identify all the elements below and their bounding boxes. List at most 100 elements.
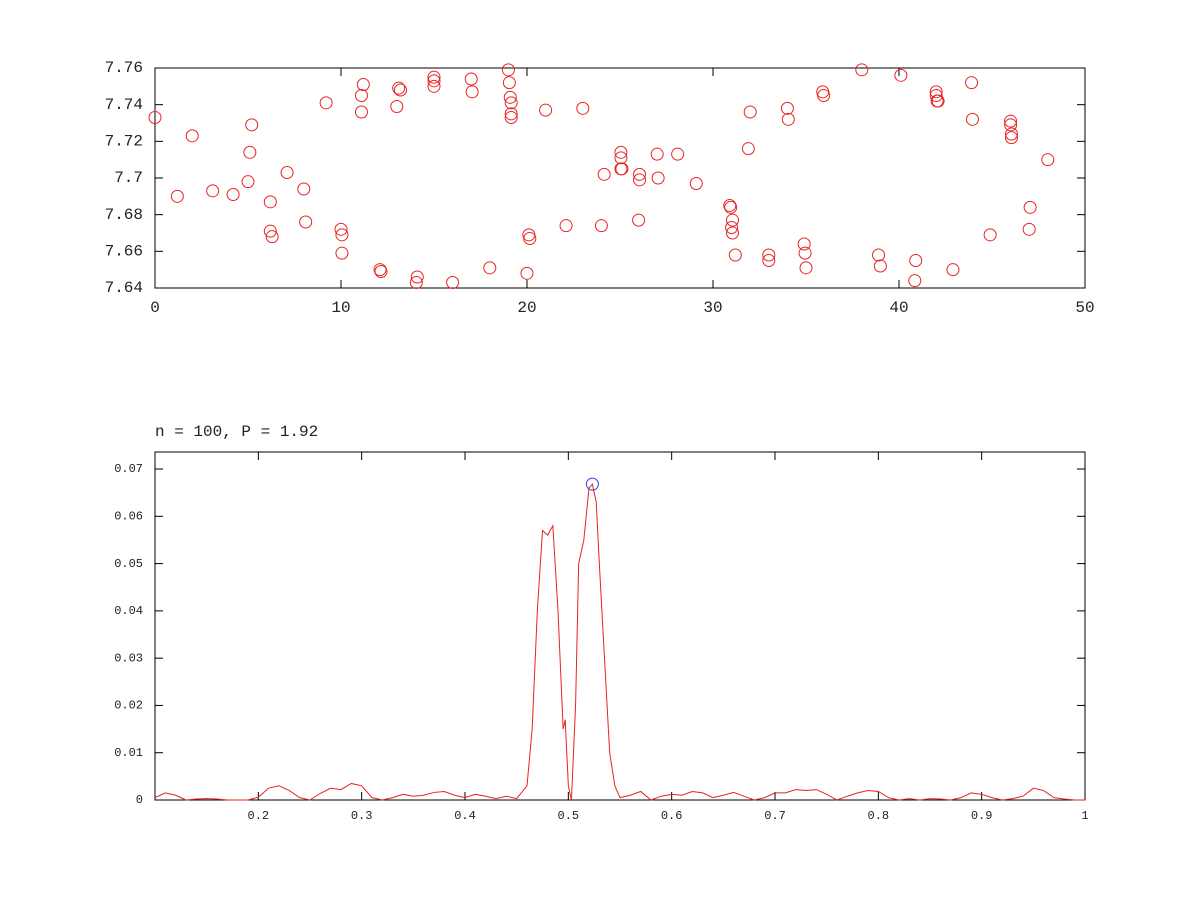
plot-frame [154, 451, 1086, 801]
point [1005, 127, 1019, 141]
point [427, 74, 441, 88]
point [427, 70, 441, 84]
y-tick-label: 7.76 [105, 59, 143, 77]
point [908, 274, 922, 288]
point [797, 237, 811, 251]
point [280, 166, 294, 179]
y-tick-label: 7.68 [105, 206, 143, 224]
point [503, 90, 517, 104]
point [559, 219, 573, 233]
point [632, 213, 646, 227]
point [1023, 200, 1037, 214]
point [615, 162, 629, 176]
point [614, 151, 628, 165]
y-tick-label: 7.7 [114, 169, 143, 187]
point [335, 246, 349, 260]
point [504, 111, 518, 124]
point [241, 175, 255, 189]
point [671, 147, 685, 161]
point [523, 232, 537, 245]
x-tick-label: 1 [1081, 809, 1088, 823]
point [725, 221, 739, 234]
y-tick-label: 0.04 [114, 604, 143, 618]
point [762, 248, 776, 262]
point [597, 167, 611, 181]
y-tick-label: 7.72 [105, 133, 143, 151]
x-tick-label: 40 [889, 299, 908, 317]
x-tick-label: 0.9 [971, 809, 993, 823]
point [1005, 131, 1019, 145]
point [762, 254, 776, 267]
y-tick-label: 0 [136, 793, 143, 807]
x-tick-label: 0.8 [868, 809, 890, 823]
y-tick-label: 7.66 [105, 243, 143, 261]
point [931, 94, 945, 108]
x-tick-label: 20 [517, 299, 536, 317]
point [965, 112, 979, 126]
point [464, 72, 478, 86]
point [983, 228, 997, 242]
point [504, 107, 518, 121]
x-tick-label: 10 [331, 299, 350, 317]
point [483, 261, 497, 275]
x-tick-label: 0.2 [248, 809, 270, 823]
y-tick-label: 0.07 [114, 462, 143, 476]
point [614, 162, 628, 176]
point [741, 142, 755, 156]
point [409, 276, 423, 289]
x-tick-label: 0.5 [558, 809, 580, 823]
point [263, 224, 277, 238]
point [594, 219, 608, 233]
point [226, 188, 240, 201]
point [446, 276, 460, 289]
point [798, 246, 812, 260]
point [689, 177, 703, 190]
point [335, 228, 349, 242]
x-tick-label: 0.6 [661, 809, 683, 823]
x-tick-label: 0.3 [351, 809, 373, 823]
x-tick-label: 0.7 [764, 809, 786, 823]
point [909, 254, 923, 267]
point [929, 89, 943, 102]
point [780, 101, 794, 115]
point [373, 263, 387, 277]
point [206, 184, 220, 198]
point [502, 76, 516, 90]
point [148, 111, 162, 124]
point [614, 145, 628, 159]
point [170, 189, 184, 203]
point [374, 265, 388, 278]
point [873, 259, 887, 273]
point [1004, 114, 1018, 128]
point [394, 83, 408, 97]
point [894, 68, 908, 82]
point [946, 263, 960, 277]
point [650, 147, 664, 161]
point [354, 89, 368, 102]
point [817, 89, 831, 102]
point [726, 226, 740, 240]
point [427, 79, 441, 93]
point [724, 200, 738, 214]
point [1022, 222, 1036, 236]
point [520, 266, 534, 280]
peak-marker [585, 477, 599, 491]
point [465, 85, 479, 99]
point [392, 81, 406, 95]
point [726, 213, 740, 227]
y-tick-label: 0.01 [114, 746, 143, 760]
y-tick-label: 0.03 [114, 651, 143, 665]
y-tick-label: 7.74 [105, 96, 143, 114]
point [299, 215, 313, 229]
point [965, 76, 979, 90]
point [633, 173, 647, 187]
point [651, 171, 665, 185]
point [245, 118, 259, 132]
point [263, 195, 277, 209]
point [319, 96, 333, 110]
chart-title: n = 100, P = 1.92 [155, 423, 318, 441]
line [154, 483, 1085, 801]
y-tick-label: 0.06 [114, 509, 143, 523]
y-tick-label: 0.02 [114, 699, 143, 713]
